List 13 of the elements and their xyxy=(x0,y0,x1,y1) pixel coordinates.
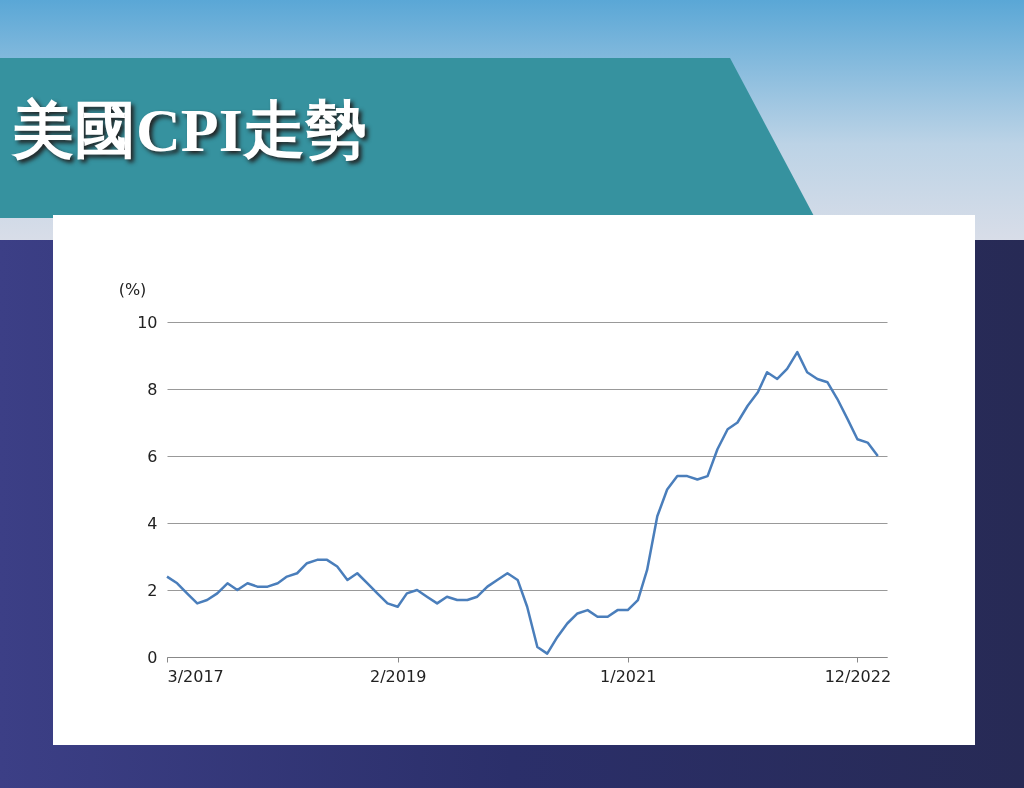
y-tick-label: 8 xyxy=(147,379,158,399)
line-series xyxy=(165,350,880,655)
y-tick-label: 0 xyxy=(147,647,158,667)
y-tick-label: 10 xyxy=(137,312,158,332)
y-tick-label: 6 xyxy=(147,446,158,466)
x-tick-label: 3/2017 xyxy=(167,666,224,686)
x-tick-label: 2/2019 xyxy=(370,666,427,686)
x-tick-label: 12/2022 xyxy=(824,666,892,686)
y-tick-label: 2 xyxy=(147,580,158,600)
chart-title: 美國CPI走勢 xyxy=(12,95,367,166)
x-tick-label: 1/2021 xyxy=(600,666,657,686)
y-axis-title: (%) xyxy=(118,279,147,299)
y-tick-label: 4 xyxy=(147,513,158,533)
